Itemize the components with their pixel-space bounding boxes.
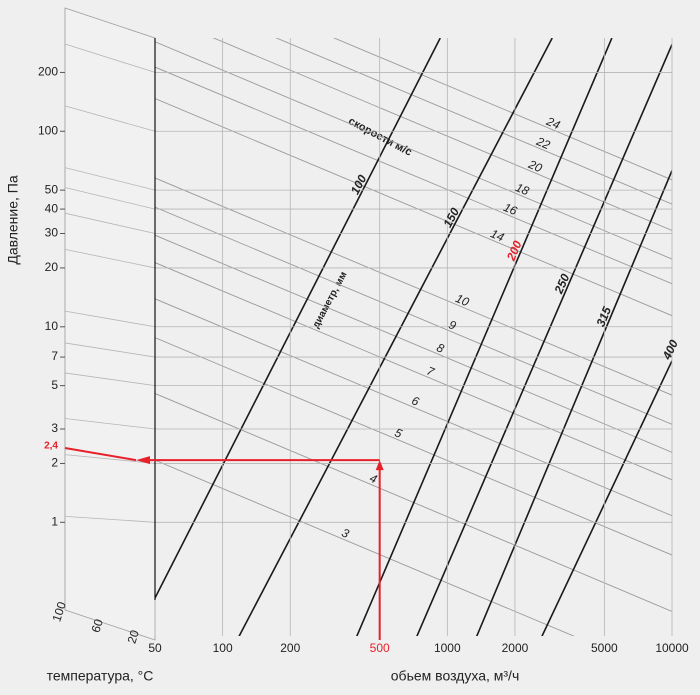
nomogram-line <box>212 38 672 231</box>
nomogram-line <box>238 38 553 636</box>
y-tick-label: 20 <box>45 260 59 274</box>
nomogram-line <box>155 66 672 285</box>
x-tick-label: 1000 <box>434 641 461 655</box>
y-tick-label: 200 <box>38 65 58 79</box>
velocity-label: 16 <box>501 200 519 218</box>
velocity-label: 3 <box>340 525 352 541</box>
nomogram-line <box>541 360 672 636</box>
y-tick-label: 10 <box>45 319 59 333</box>
x-tick-label: 5000 <box>591 641 618 655</box>
panel-line <box>64 43 156 73</box>
x-tick-label: 500 <box>370 641 390 655</box>
nomogram-line <box>275 38 672 205</box>
x-axis-label: обьем воздуха, м³/ч <box>391 668 519 684</box>
velocity-label: 10 <box>453 291 471 309</box>
arrow-head <box>375 460 384 471</box>
y-tick-label: 40 <box>45 201 59 215</box>
x-tick-label: 2000 <box>502 641 529 655</box>
velocity-label: 24 <box>544 114 563 133</box>
y-tick-label: 5 <box>51 378 58 392</box>
nomogram-line <box>155 177 672 396</box>
velocity-label: 5 <box>393 425 405 441</box>
nomogram-line <box>475 170 672 636</box>
nomogram-line <box>155 298 672 517</box>
temperature-label: температура, °C <box>47 668 154 684</box>
velocity-label: 8 <box>435 340 447 356</box>
y-tick-label: 50 <box>45 182 59 196</box>
nomogram-line <box>333 38 672 181</box>
nomogram-line <box>155 41 672 260</box>
nomogram-line <box>155 337 672 556</box>
temperature-panel <box>64 7 156 641</box>
velocity-label: 9 <box>447 317 459 333</box>
panel-line <box>64 248 156 269</box>
y-tick-label: 1 <box>51 514 58 528</box>
velocity-label: 22 <box>534 134 553 153</box>
result-label: 2,4 <box>44 441 58 452</box>
y-tick-label: 3 <box>51 421 58 435</box>
velocity-label: 14 <box>488 226 506 244</box>
y-tick-label: 2 <box>51 456 58 470</box>
nomogram-line <box>155 98 672 317</box>
panel-line <box>64 105 156 132</box>
x-tick-label: 200 <box>280 641 300 655</box>
nomogram-line <box>416 44 672 636</box>
panel-line <box>64 516 156 523</box>
velocity-label: 4 <box>368 471 380 487</box>
temperature-tick-label: 100 <box>49 600 69 624</box>
y-tick-label: 100 <box>38 123 58 137</box>
panel-line <box>64 454 156 464</box>
y-axis-label: Давление, Па <box>5 175 21 265</box>
panel-line <box>64 167 156 191</box>
panel-line <box>64 212 156 234</box>
arrow-head <box>136 456 150 465</box>
nomogram-line <box>155 206 672 425</box>
temperature-tick-label: 60 <box>88 617 106 634</box>
x-tick-label: 100 <box>213 641 233 655</box>
panel-line <box>64 310 156 328</box>
nomogram-line <box>155 459 575 636</box>
temperature-tick-label: 20 <box>124 628 142 645</box>
nomogram-line <box>155 234 672 453</box>
velocity-label: 20 <box>526 157 545 176</box>
y-tick-label: 30 <box>45 226 59 240</box>
highlight-result <box>64 446 137 462</box>
x-tick-label: 10000 <box>655 641 689 655</box>
nomogram-line <box>356 38 613 636</box>
panel-line <box>64 418 156 430</box>
y-tick-label: 7 <box>51 349 58 363</box>
velocity-label: 18 <box>513 180 531 198</box>
panel-line <box>64 342 156 358</box>
nomogram-line <box>155 262 672 481</box>
panel-line <box>64 187 156 210</box>
velocity-label: 6 <box>410 393 422 409</box>
x-tick-label: 50 <box>148 641 162 655</box>
panel-line <box>64 372 156 387</box>
